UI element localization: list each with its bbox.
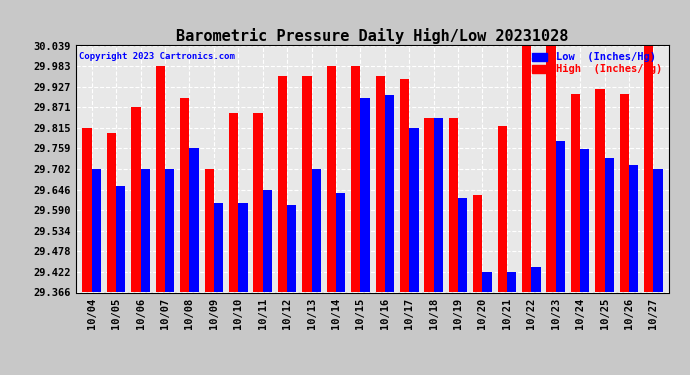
Bar: [522, 46, 531, 292]
Bar: [302, 76, 312, 292]
Bar: [385, 95, 394, 292]
Bar: [400, 79, 409, 292]
Bar: [312, 169, 321, 292]
Bar: [620, 94, 629, 292]
Bar: [165, 169, 175, 292]
Bar: [190, 148, 199, 292]
Bar: [336, 193, 345, 292]
Bar: [214, 203, 223, 292]
Bar: [238, 203, 248, 292]
Bar: [409, 128, 419, 292]
Bar: [92, 169, 101, 292]
Bar: [433, 118, 443, 292]
Bar: [229, 113, 238, 292]
Bar: [595, 89, 604, 292]
Bar: [287, 205, 297, 292]
Bar: [326, 66, 336, 292]
Bar: [571, 94, 580, 292]
Text: Copyright 2023 Cartronics.com: Copyright 2023 Cartronics.com: [79, 53, 235, 62]
Bar: [507, 272, 516, 292]
Bar: [482, 272, 492, 292]
Bar: [351, 66, 360, 292]
Bar: [644, 46, 653, 292]
Bar: [253, 113, 263, 292]
Bar: [448, 118, 458, 292]
Bar: [555, 141, 565, 292]
Bar: [604, 158, 614, 292]
Bar: [360, 98, 370, 292]
Bar: [653, 169, 662, 292]
Bar: [205, 169, 214, 292]
Bar: [107, 134, 116, 292]
Bar: [424, 118, 433, 292]
Bar: [629, 165, 638, 292]
Bar: [141, 169, 150, 292]
Legend: Low  (Inches/Hg), High  (Inches/Hg): Low (Inches/Hg), High (Inches/Hg): [530, 50, 664, 76]
Bar: [116, 186, 126, 292]
Bar: [278, 76, 287, 292]
Bar: [473, 195, 482, 292]
Bar: [531, 267, 540, 292]
Title: Barometric Pressure Daily High/Low 20231028: Barometric Pressure Daily High/Low 20231…: [177, 28, 569, 44]
Bar: [546, 46, 555, 292]
Bar: [375, 76, 385, 292]
Bar: [497, 126, 507, 292]
Bar: [580, 149, 589, 292]
Bar: [83, 128, 92, 292]
Bar: [131, 107, 141, 292]
Bar: [458, 198, 467, 292]
Bar: [156, 66, 165, 292]
Bar: [263, 190, 272, 292]
Bar: [180, 98, 190, 292]
